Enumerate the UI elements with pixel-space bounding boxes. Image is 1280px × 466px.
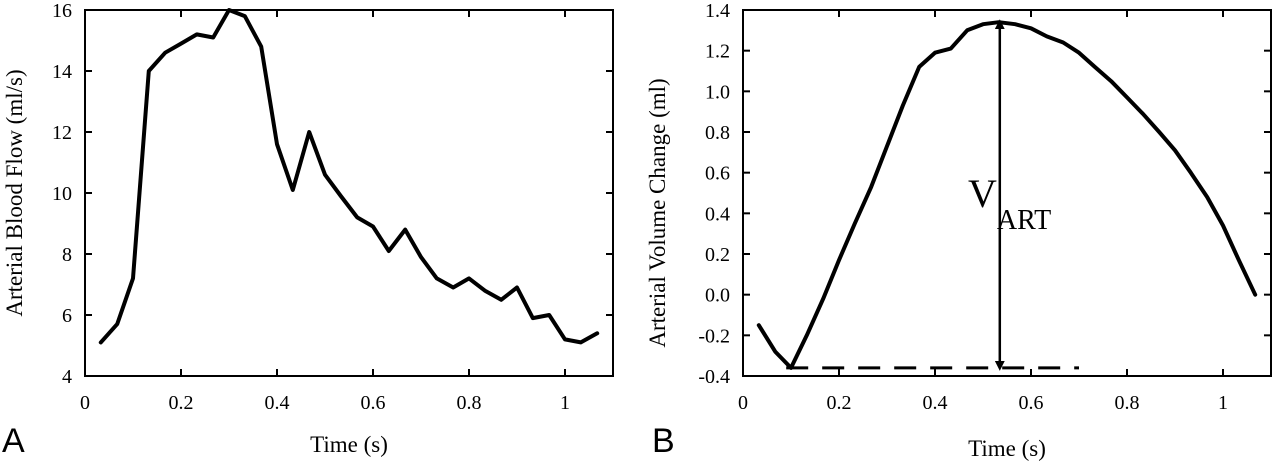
chart-a-y-tick-label: 10 — [52, 183, 72, 205]
chart-b: -0.4 -0.2 0.0 0.2 0.4 0.6 0.8 1.0 1.2 1.4 0 0.2 0.4… — [645, 0, 1272, 461]
chart-b-x-tick-label: 1 — [1218, 392, 1228, 414]
chart-a-y-axis-label: Arterial Blood Flow (ml/s) — [2, 69, 27, 316]
chart-b-y-ticks: -0.4 -0.2 0.0 0.2 0.4 0.6 0.8 1.0 1.2 1.4 — [698, 0, 1271, 388]
chart-a-y-ticks: 4 6 8 10 12 14 16 — [52, 0, 613, 388]
chart-b-y-tick-label: -0.4 — [698, 366, 730, 388]
chart-b-frame — [742, 9, 1272, 377]
chart-b-vart-sub: ART — [997, 205, 1051, 236]
chart-b-y-axis-label: Arterial Volume Change (ml) — [645, 78, 670, 347]
chart-a-series-line — [98, 8, 600, 345]
chart-a: 4 6 8 10 12 14 16 0 0.2 0.4 0.6 0.8 1 Time (s) Arte… — [2, 0, 614, 460]
chart-b-y-tick-label: 1.4 — [705, 0, 730, 22]
chart-b-x-ticks: 0 0.2 0.4 0.6 0.8 1 — [738, 10, 1228, 414]
chart-a-y-tick-label: 8 — [62, 244, 72, 266]
chart-b-panel-label: B — [652, 422, 675, 460]
chart-a-y-tick-label: 12 — [52, 122, 72, 144]
chart-a-x-ticks: 0 0.2 0.4 0.6 0.8 1 — [80, 10, 570, 414]
chart-a-x-tick-label: 0.6 — [361, 392, 386, 414]
chart-b-y-tick-label: 0.8 — [705, 122, 730, 144]
chart-b-vart-annotation: VART — [968, 171, 1051, 236]
chart-b-x-tick-label: 0.6 — [1019, 392, 1044, 414]
chart-b-series-line — [756, 20, 1258, 370]
chart-a-panel-label: A — [2, 422, 25, 460]
chart-a-x-axis-label: Time (s) — [310, 432, 388, 457]
chart-b-x-tick-label: 0.2 — [827, 392, 852, 414]
chart-a-x-tick-label: 0.2 — [169, 392, 194, 414]
chart-a-x-tick-label: 0.4 — [265, 392, 290, 414]
chart-a-y-tick-label: 16 — [52, 0, 72, 22]
chart-a-y-tick-label: 4 — [62, 366, 72, 388]
chart-b-x-axis-label: Time (s) — [968, 436, 1046, 461]
chart-b-y-tick-label: 0.4 — [705, 203, 730, 225]
chart-b-x-tick-label: 0 — [738, 392, 748, 414]
chart-a-y-tick-label: 14 — [52, 61, 72, 83]
chart-b-y-tick-label: 0.2 — [705, 244, 730, 266]
chart-b-x-tick-label: 0.4 — [923, 392, 948, 414]
chart-a-y-tick-label: 6 — [62, 305, 72, 327]
chart-b-y-tick-label: 0.6 — [705, 163, 730, 185]
chart-b-y-tick-label: 1.2 — [705, 41, 730, 63]
chart-b-vart-main: V — [968, 171, 997, 216]
chart-b-y-tick-label: -0.2 — [698, 325, 730, 347]
chart-b-x-tick-label: 0.8 — [1115, 392, 1140, 414]
chart-a-frame — [84, 9, 614, 377]
chart-a-x-tick-label: 0 — [80, 392, 90, 414]
chart-a-x-tick-label: 0.8 — [457, 392, 482, 414]
chart-a-x-tick-label: 1 — [560, 392, 570, 414]
chart-b-y-tick-label: 0.0 — [705, 285, 730, 307]
chart-b-y-tick-label: 1.0 — [705, 81, 730, 103]
